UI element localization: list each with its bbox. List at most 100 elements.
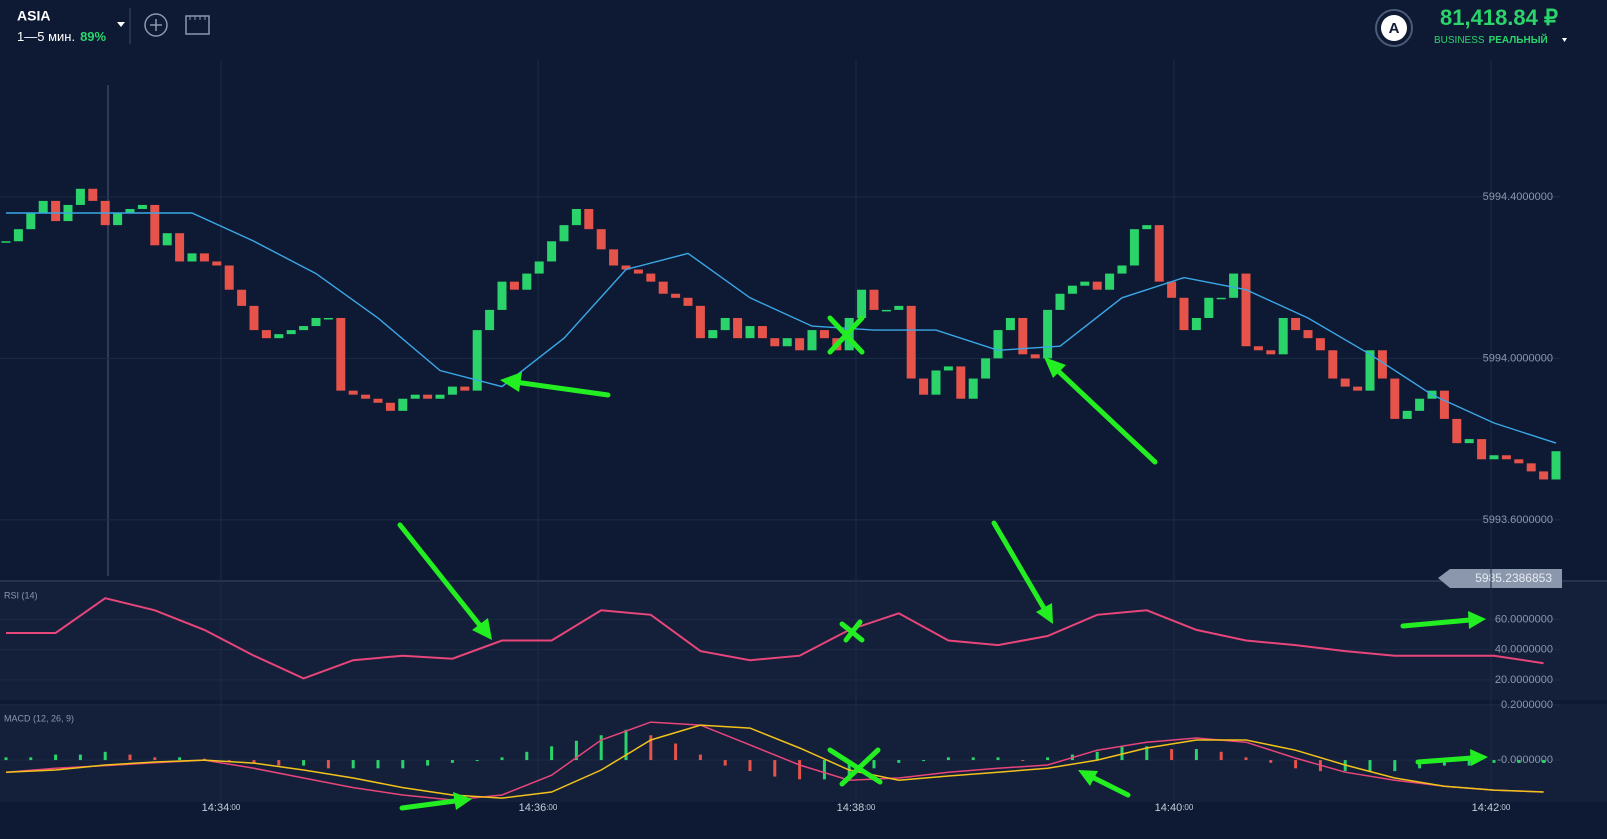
candle-body xyxy=(435,394,445,399)
time-main: 14:38 xyxy=(837,802,865,814)
candle-body xyxy=(137,204,147,209)
macd-line xyxy=(5,721,1544,801)
dropdown-arrow[interactable] xyxy=(117,22,125,27)
layout-button[interactable] xyxy=(185,15,210,35)
candle-body xyxy=(993,330,1003,359)
candle-body xyxy=(881,309,891,312)
macd-histogram-bar xyxy=(103,751,107,761)
candle-body xyxy=(1105,273,1115,290)
macd-histogram-bar xyxy=(227,760,231,762)
candle-body xyxy=(187,253,197,262)
account-type[interactable]: BUSINESS РЕАЛЬНЫЙ xyxy=(1434,33,1548,46)
macd-histogram-bar xyxy=(698,754,702,761)
candle-body xyxy=(795,338,805,351)
time-label: 14:42:00 xyxy=(1472,802,1511,814)
candle-body xyxy=(1328,350,1338,379)
macd-histogram-bar xyxy=(153,757,157,761)
candle-body xyxy=(906,305,916,379)
rsi-label: RSI (14) xyxy=(4,590,38,600)
candle-body xyxy=(423,394,433,399)
account-type-text: BUSINESS xyxy=(1434,35,1485,46)
macd-histogram-bar xyxy=(996,757,1000,761)
time-sec: :00 xyxy=(864,803,876,812)
macd-histogram-bar xyxy=(1517,760,1521,763)
macd-histogram-bar xyxy=(649,735,653,761)
macd-histogram-bar xyxy=(376,760,380,769)
rsi-line xyxy=(6,597,1544,680)
macd-histogram-bar xyxy=(971,757,975,761)
macd-histogram-bar xyxy=(401,760,405,769)
candle-body xyxy=(26,213,36,230)
macd-histogram-bar xyxy=(1021,760,1025,762)
macd-histogram-bar xyxy=(1393,760,1397,772)
y-tick-label: 5994.4000000 xyxy=(1483,191,1553,203)
candle-body xyxy=(857,289,867,318)
candle-body xyxy=(199,253,209,262)
account-dropdown[interactable] xyxy=(1562,38,1567,42)
macd-histogram-bar xyxy=(1492,760,1496,763)
time-sec: :00 xyxy=(1499,803,1511,812)
macd-histogram-bar xyxy=(4,757,8,761)
time-main: 14:34 xyxy=(202,802,230,814)
candle-body xyxy=(1452,418,1462,444)
chart-marks: 14:34:00 14:36:00 14:38:00 14:40:00 14:42:00… xyxy=(0,60,1561,814)
candle-body xyxy=(1005,317,1015,331)
macd-histogram-bar xyxy=(1120,746,1124,761)
macd-histogram-bar xyxy=(723,760,727,766)
candle-body xyxy=(175,233,185,262)
asset-name[interactable]: ASIA xyxy=(17,8,50,24)
candle-body xyxy=(249,305,259,331)
macd-histogram-bar xyxy=(178,757,182,761)
candle-body xyxy=(683,297,693,306)
macd-histogram-bar xyxy=(500,757,504,761)
avatar-letter: A xyxy=(1389,20,1400,37)
macd-histogram-bar xyxy=(128,754,132,761)
candle-body xyxy=(633,269,643,274)
candle-body xyxy=(88,188,98,201)
macd-histogram-bar xyxy=(1145,746,1149,761)
candle-body xyxy=(1501,455,1511,460)
candle-body xyxy=(1092,281,1102,290)
avatar[interactable] xyxy=(1381,15,1407,41)
candle-body xyxy=(348,390,358,395)
candle-body xyxy=(1,241,11,243)
candle-body xyxy=(671,293,681,298)
avatar-ring[interactable] xyxy=(1375,9,1413,47)
timeframe[interactable]: 1—5 мин. 89% xyxy=(17,29,107,44)
candle-body xyxy=(1551,451,1561,480)
candle-body xyxy=(299,326,309,331)
candle-body xyxy=(1154,225,1164,282)
candle-body xyxy=(460,386,470,391)
candle-body xyxy=(757,326,767,339)
macd-histogram-bar xyxy=(1442,760,1446,766)
candle-body xyxy=(385,402,395,411)
macd-histogram-bar xyxy=(550,746,554,761)
candle-body xyxy=(720,317,730,331)
annotations xyxy=(397,315,1488,811)
candle-body xyxy=(1315,338,1325,351)
macd-histogram-bar xyxy=(1244,757,1248,761)
candle-body xyxy=(125,208,135,214)
candle-body xyxy=(1353,386,1363,391)
macd-histogram-bar xyxy=(1170,749,1174,761)
candle-body xyxy=(113,213,123,226)
candle-body xyxy=(1167,281,1177,298)
candle-body xyxy=(472,330,482,391)
macd-histogram-bar xyxy=(922,760,926,762)
macd-histogram-bar xyxy=(1219,751,1223,761)
candle-body xyxy=(1142,225,1152,230)
macd-label: MACD (12, 26, 9) xyxy=(4,713,74,723)
candle-body xyxy=(1266,350,1276,355)
balance[interactable]: 81,418.84 ₽ xyxy=(1440,5,1558,30)
candle-body xyxy=(1117,265,1127,274)
candle-body xyxy=(1055,293,1065,310)
macd-histogram-bar xyxy=(1095,751,1099,761)
add-asset-button[interactable] xyxy=(144,13,168,37)
candle-body xyxy=(497,281,507,310)
candle-body xyxy=(13,229,23,242)
candle-body xyxy=(708,330,718,339)
candle-body xyxy=(311,317,321,327)
candle-body xyxy=(1278,317,1288,355)
candle-body xyxy=(1291,317,1301,331)
